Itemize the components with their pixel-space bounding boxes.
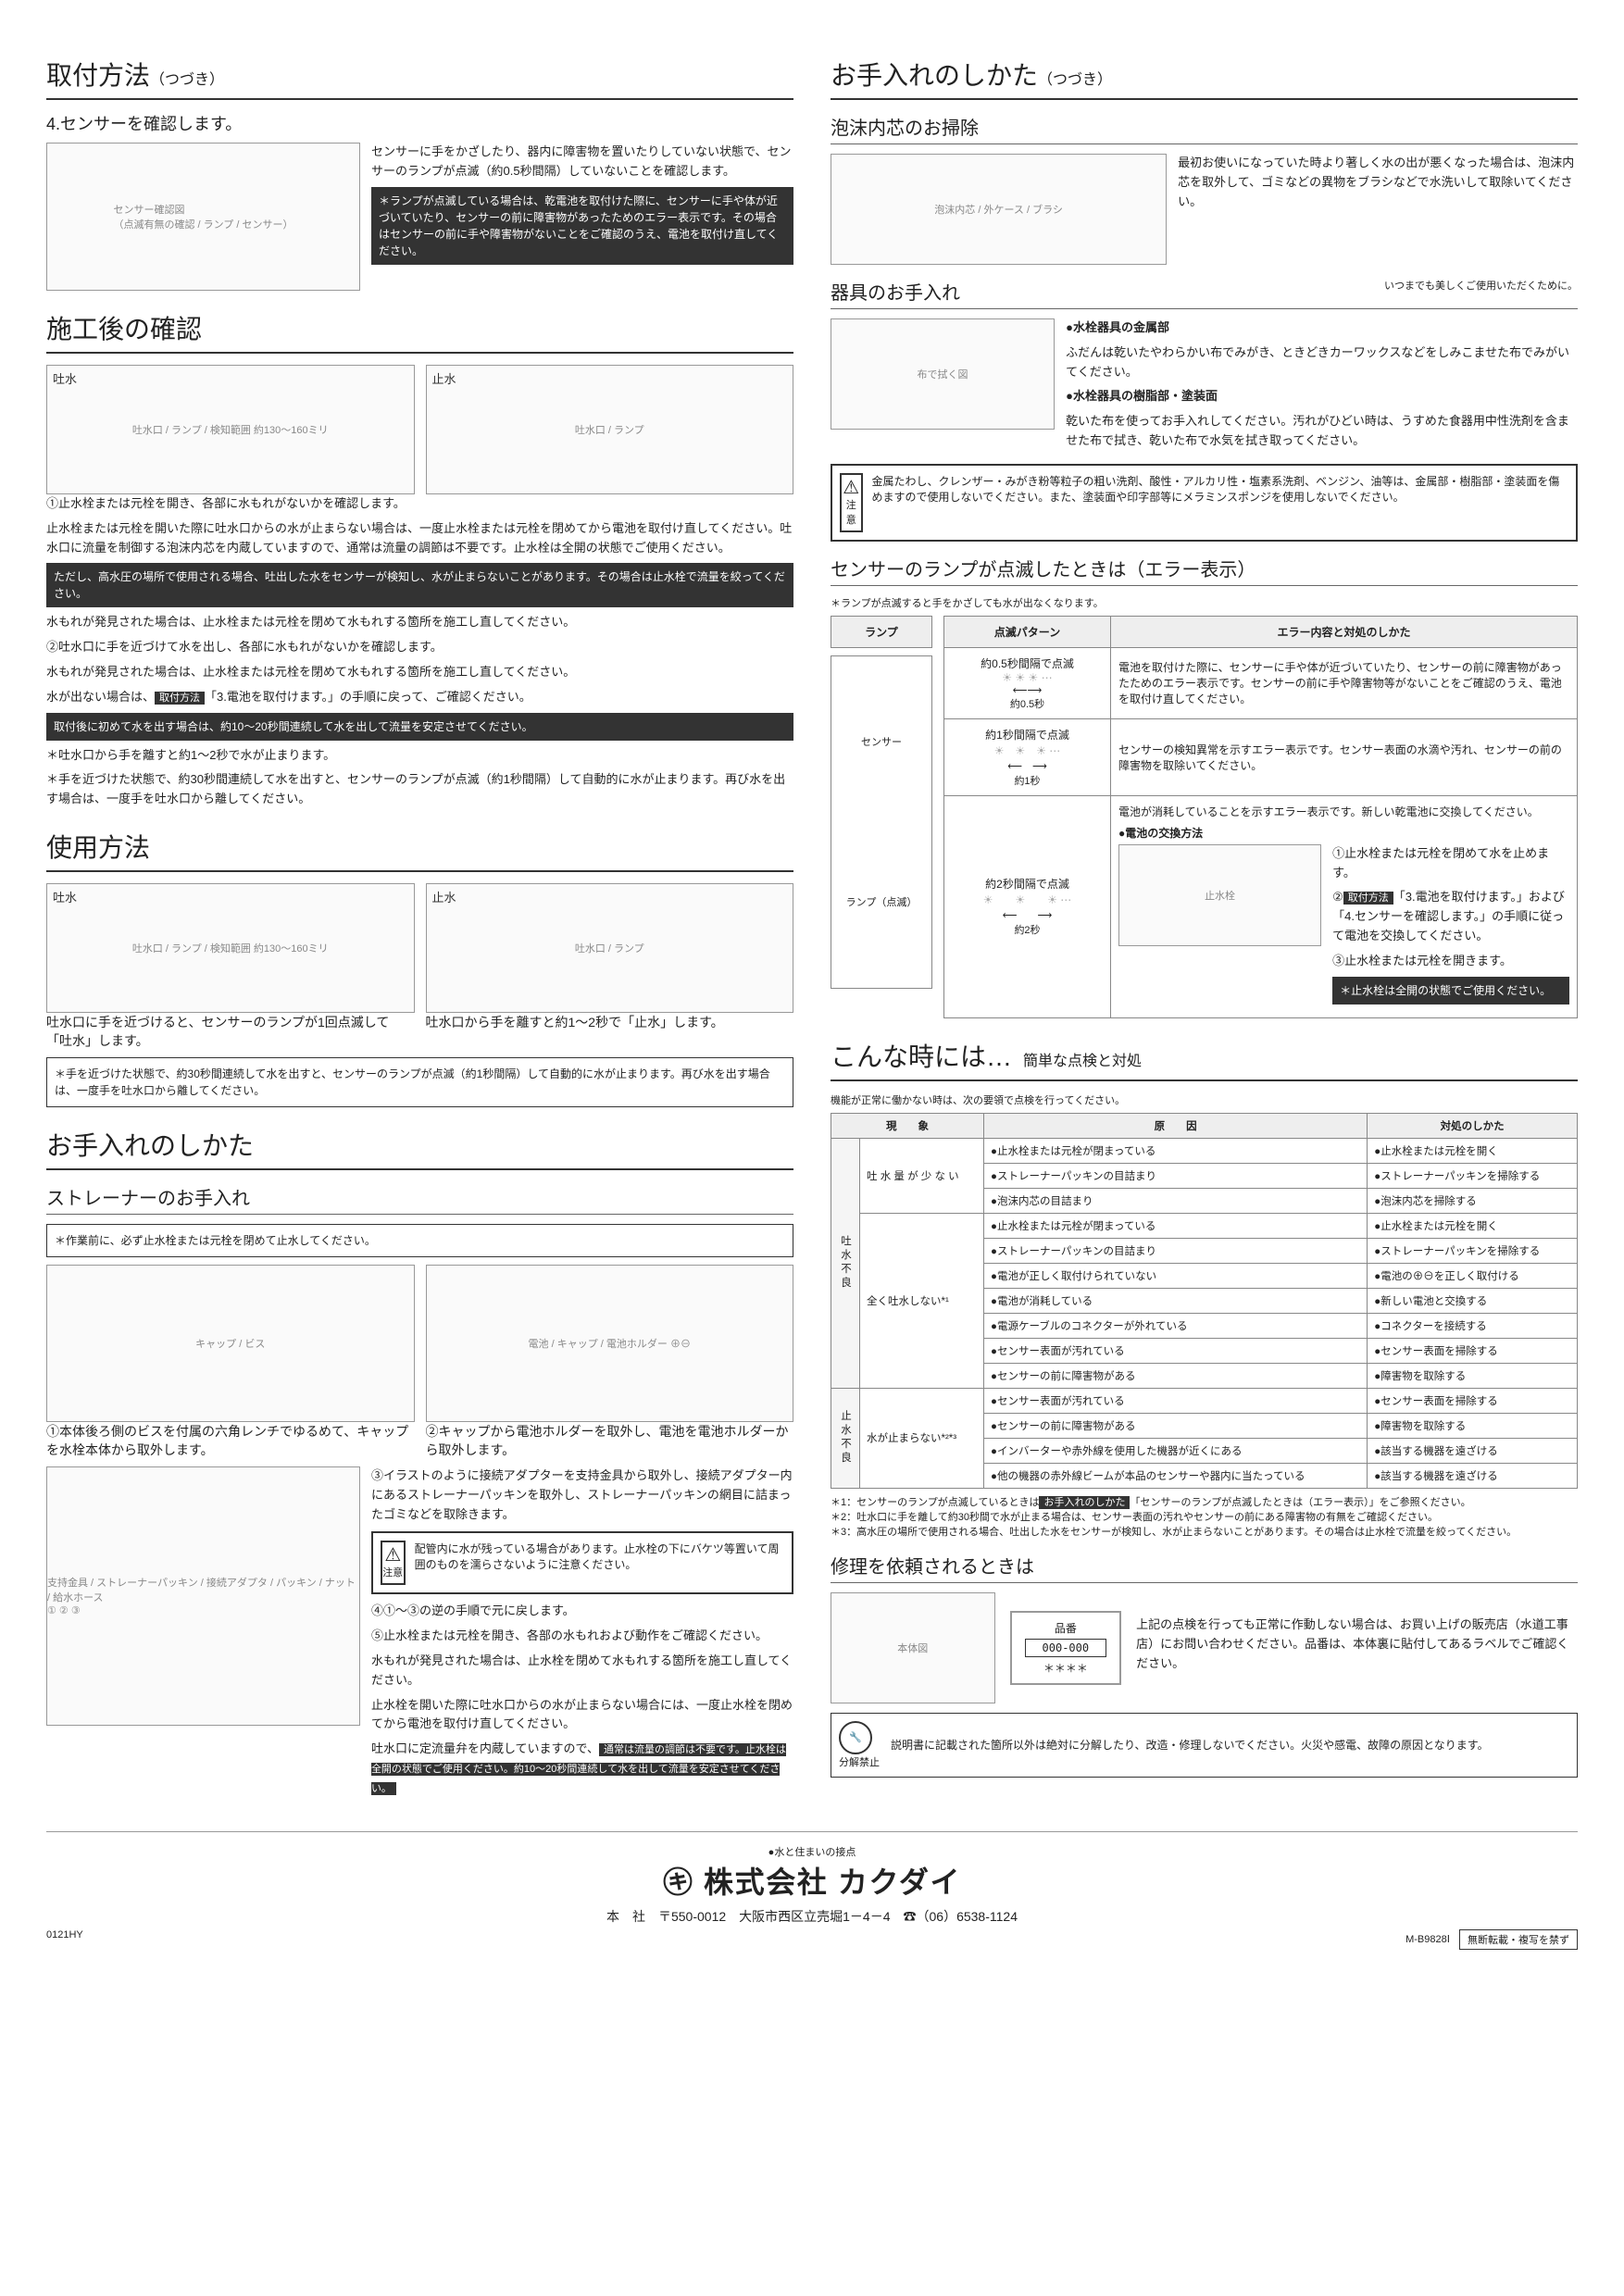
str1: ①本体後ろ側のビスを付属の六角レンチでゆるめて、キャップを水栓本体から取外します… — [46, 1422, 415, 1459]
sub-clean: 器具のお手入れいつまでも美しくご使用いただくために。 — [831, 278, 1578, 309]
no-disassemble-icon: 🔧 — [839, 1721, 872, 1754]
strainer-d3: 支持金具 / ストレーナーパッキン / 接続アダプタ / パッキン / ナット … — [46, 1466, 360, 1726]
str2: ②キャップから電池ホルダーを取外し、電池を電池ホルダーから取外します。 — [426, 1422, 794, 1459]
sub-foam: 泡沫内芯のお掃除 — [831, 113, 1578, 144]
trouble-pre: 機能が正常に働かない時は、次の要領で点検を行ってください。 — [831, 1092, 1578, 1107]
err-lamp-panel: センサー ランプ（点滅） — [831, 655, 932, 989]
foam-diagram: 泡沫内芯 / 外ケース / ブラシ — [831, 154, 1167, 265]
after-diagram-out: 吐水吐水口 / ランプ / 検知範囲 約130～160ミリ — [46, 365, 415, 494]
p2b: 水もれが発見された場合は、止水栓または元栓を閉めて水もれする箇所を施工し直してく… — [46, 663, 793, 682]
p2c: 水が出ない場合は、取付方法「3.電池を取付けます。」の手順に戻って、ご確認くださ… — [46, 688, 793, 707]
repair-text: 上記の点検を行っても正常に作動しない場合は、お買い上げの販売店（水道工事店）にお… — [1136, 1616, 1578, 1673]
footer: ●水と住まいの接点 ㋖ 株式会社 カクダイ 本 社 〒550-0012 大阪市西… — [46, 1831, 1578, 1950]
no-reproduce: 無断転載・複写を禁ず — [1459, 1929, 1578, 1950]
sub-err: センサーのランプが点滅したときは（エラー表示） — [831, 555, 1578, 586]
h-repair: 修理を依頼されるときは — [831, 1552, 1578, 1583]
strainer-caution: ⚠注意 配管内に水が残っている場合があります。止水栓の下にバケツ等置いて周囲のも… — [371, 1531, 793, 1594]
n3: ＊3：高水圧の場所で使用される場合、吐出した水をセンサーが検知し、水が止まらない… — [831, 1524, 1578, 1539]
code-right: M-B9828Ⅰ — [1405, 1933, 1450, 1945]
use-diagram-stop: 止水吐水口 / ランプ — [426, 883, 794, 1013]
s4-text: センサーに手をかざしたり、器内に障害物を置いたりしていない状態で、センサーのラン… — [371, 143, 793, 181]
after-diagram-stop: 止水吐水口 / ランプ — [426, 365, 794, 494]
str5: ⑤止水栓または元栓を開き、各部の水もれおよび動作をご確認ください。 — [371, 1627, 793, 1646]
resin-t: 乾いた布を使ってお手入れしてください。汚れがひどい時は、うすめた食器用中性洗剤を… — [1066, 412, 1578, 451]
product-code-box: 品番 000-000 ＊＊＊＊ — [1010, 1611, 1122, 1685]
s4-black: ＊ランプが点滅している場合は、乾電池を取付けた際に、センサーに手や体が近づいてい… — [371, 187, 793, 265]
u2: 吐水口から手を離すと約1～2秒で「止水」します。 — [426, 1013, 794, 1050]
repair-diagram: 本体図 — [831, 1592, 995, 1703]
p1c: 水もれが発見された場合は、止水栓または元栓を閉めて水もれする箇所を施工し直してく… — [46, 613, 793, 632]
p1: ①止水栓または元栓を開き、各部に水もれがないかを確認します。 — [46, 494, 793, 514]
code-left: 0121HY — [46, 1929, 83, 1950]
caution-icon: ⚠注意 — [840, 473, 863, 532]
metal-h: ●水栓器具の金属部 — [1066, 318, 1578, 338]
strainer-d1: キャップ / ビス — [46, 1265, 415, 1422]
use-diagram-out: 吐水吐水口 / ランプ / 検知範囲 約130～160ミリ — [46, 883, 415, 1013]
strainer-pre: ＊作業前に、必ず止水栓または元栓を閉めて止水してください。 — [46, 1224, 793, 1257]
disasm-box: 🔧 分解禁止 説明書に記載された箇所以外は絶対に分解したり、改造・修理しないでく… — [831, 1713, 1578, 1778]
battery-diagram: 止水栓 — [1118, 844, 1321, 946]
address: 本 社 〒550-0012 大阪市西区立売堀1－4－4 ☎（06）6538-11… — [46, 1907, 1578, 1926]
str4: ④①～③の逆の手順で元に戻します。 — [371, 1602, 793, 1621]
company-logo: ㋖ 株式会社 カクダイ — [46, 1859, 1578, 1902]
n2: ＊2：吐水口に手を離して約30秒間で水が止まる場合は、センサー表面の汚れやセンサ… — [831, 1509, 1578, 1524]
foam-text: 最初お使いになっていた時より著しく水の出が悪くなった場合は、泡沫内芯を取外して、… — [1178, 154, 1578, 211]
step4-title: 4.センサーを確認します。 — [46, 111, 793, 135]
left-h3: 使用方法 — [46, 828, 793, 872]
err-pre: ＊ランプが点滅すると手をかざしても水が出なくなります。 — [831, 595, 1578, 610]
resin-h: ●水栓器具の樹脂部・塗装面 — [1066, 387, 1578, 406]
str3: ③イラストのように接続アダプターを支持金具から取外し、接続アダプター内にあるスト… — [371, 1466, 793, 1524]
metal-t: ふだんは乾いたやわらかい布でみがき、ときどきカーワックスなどをしみこませた布でみ… — [1066, 343, 1578, 382]
n1: ＊1：センサーのランプが点滅しているときはお手入れのしかた「センサーのランプが点… — [831, 1494, 1578, 1509]
p3: ＊吐水口から手を離すと約1～2秒で水が止まります。 — [46, 746, 793, 766]
p1-black: ただし、高水圧の場所で使用される場合、吐出した水をセンサーが検知し、水が止まらな… — [46, 563, 793, 607]
strainer-d2: 電池 / キャップ / 電池ホルダー ⊕⊖ — [426, 1265, 794, 1422]
clean-diagram: 布で拭く図 — [831, 318, 1055, 430]
left-h4: お手入れのしかた — [46, 1126, 793, 1170]
caution-icon: ⚠注意 — [381, 1541, 406, 1585]
sensor-diagram: センサー確認図（点滅有無の確認 / ランプ / センサー） — [46, 143, 360, 291]
left-h2: 施工後の確認 — [46, 309, 793, 354]
error-table: 点滅パターンエラー内容と対処のしかた 約0.5秒間隔で点滅☀ ☀ ☀ ⋯⟵⟶約0… — [943, 616, 1578, 1018]
str5c: 止水栓を開いた際に吐水口からの水が止まらない場合には、一度止水栓を閉めてから電池… — [371, 1696, 793, 1735]
right-h1: お手入れのしかた（つづき） — [831, 56, 1578, 100]
str5d: 吐水口に定流量弁を内蔵していますので、通常は流量の調節は不要です。止水栓は全開の… — [371, 1740, 793, 1797]
err-th-lamp: ランプ — [831, 616, 932, 647]
p1b: 止水栓または元栓を開いた際に吐水口からの水が止まらない場合は、一度止水栓または元… — [46, 519, 793, 558]
trouble-table: 現 象原 因対処のしかた 吐水不良吐 水 量 が 少 な い●止水栓または元栓が… — [831, 1113, 1578, 1489]
p2-black: 取付後に初めて水を出す場合は、約10～20秒間連続して水を出して流量を安定させて… — [46, 713, 793, 741]
clean-caution: ⚠注意 金属たわし、クレンザー・みがき粉等粒子の粗い洗剤、酸性・アルカリ性・塩素… — [831, 464, 1578, 542]
p2: ②吐水口に手を近づけて水を出し、各部に水もれがないかを確認します。 — [46, 638, 793, 657]
p4: ＊手を近づけた状態で、約30秒間連続して水を出すと、センサーのランプが点滅（約1… — [46, 770, 793, 809]
h-trouble: こんな時には…簡単な点検と対処 — [831, 1037, 1578, 1081]
str5b: 水もれが発見された場合は、止水栓を閉めて水もれする箇所を施工し直してください。 — [371, 1652, 793, 1691]
use-note: ＊手を近づけた状態で、約30秒間連続して水を出すと、センサーのランプが点滅（約1… — [46, 1057, 793, 1107]
u1: 吐水口に手を近づけると、センサーのランプが1回点滅して「吐水」します。 — [46, 1013, 415, 1050]
sub-strainer: ストレーナーのお手入れ — [46, 1183, 793, 1215]
left-h1: 取付方法（つづき） — [46, 56, 793, 100]
